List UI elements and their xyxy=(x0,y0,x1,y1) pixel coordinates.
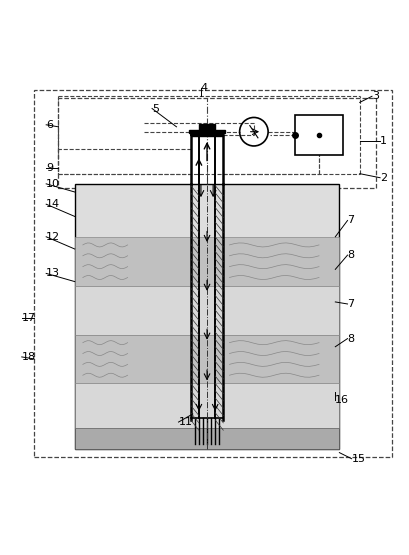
Bar xyxy=(188,130,225,133)
Text: 15: 15 xyxy=(351,454,365,464)
Bar xyxy=(215,184,223,420)
Text: 8: 8 xyxy=(347,250,354,260)
Text: 8: 8 xyxy=(347,334,354,344)
Text: 16: 16 xyxy=(335,395,348,405)
Bar xyxy=(74,428,339,448)
Text: 4: 4 xyxy=(200,83,207,93)
Text: 14: 14 xyxy=(46,199,60,209)
Bar xyxy=(190,184,198,420)
Bar xyxy=(34,90,391,457)
Bar xyxy=(190,131,223,136)
Bar xyxy=(294,115,343,155)
Bar xyxy=(198,124,215,133)
Text: 17: 17 xyxy=(22,313,36,323)
Bar xyxy=(74,237,339,286)
Text: 11: 11 xyxy=(178,417,192,427)
Bar xyxy=(74,184,339,448)
Text: 13: 13 xyxy=(46,269,60,279)
Bar xyxy=(58,98,375,188)
Text: 7: 7 xyxy=(347,299,354,309)
Text: 7: 7 xyxy=(347,215,354,225)
Text: 12: 12 xyxy=(46,232,60,242)
Bar xyxy=(74,286,339,335)
Bar xyxy=(74,384,339,428)
Bar xyxy=(74,335,339,384)
Text: 9: 9 xyxy=(46,163,53,173)
Text: 2: 2 xyxy=(379,173,386,183)
Text: 10: 10 xyxy=(46,179,60,189)
Text: 3: 3 xyxy=(371,91,378,101)
Text: 6: 6 xyxy=(46,120,53,130)
Text: 5: 5 xyxy=(152,103,159,114)
Text: 18: 18 xyxy=(22,352,36,362)
Text: 1: 1 xyxy=(379,136,386,146)
